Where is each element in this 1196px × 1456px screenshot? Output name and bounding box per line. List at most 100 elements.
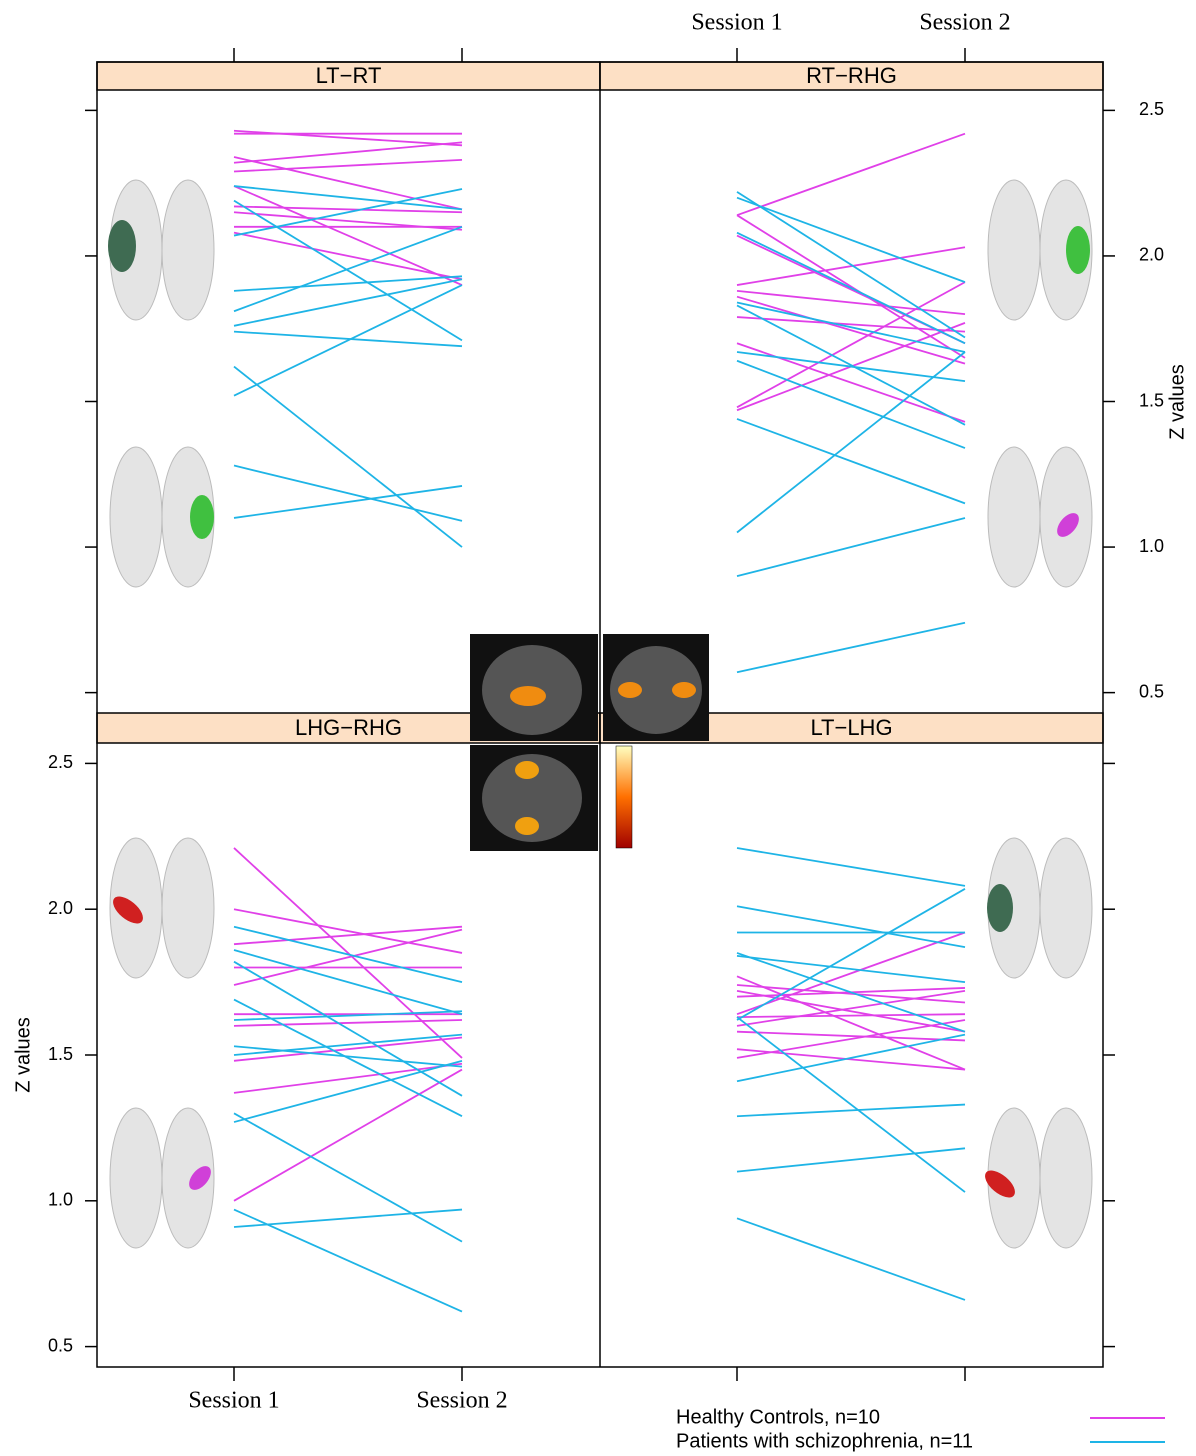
panel-title: LHG−RHG <box>295 715 402 740</box>
subject-line <box>736 301 966 353</box>
subject-line <box>233 158 463 173</box>
subject-line <box>736 975 966 1071</box>
subject-line <box>233 464 463 522</box>
subject-line <box>233 278 463 327</box>
subject-line <box>233 1019 463 1027</box>
subject-line <box>233 949 463 1016</box>
subject-line <box>233 960 463 1097</box>
subject-line <box>736 191 966 339</box>
brain <box>987 446 1093 588</box>
subject-line <box>736 246 966 286</box>
panel-title: RT−RHG <box>806 63 897 88</box>
subject-line <box>233 1045 463 1068</box>
subject-line <box>233 1036 463 1062</box>
subject-line <box>233 485 463 519</box>
y-tick-label: 1.0 <box>1139 536 1164 556</box>
brain <box>109 1107 215 1249</box>
y-tick-label: 2.5 <box>1139 99 1164 119</box>
subject-line <box>736 1013 966 1018</box>
legend-label: Patients with schizophrenia, n=11 <box>676 1430 973 1452</box>
subject-line <box>736 1217 966 1301</box>
y-tick-label: 1.5 <box>48 1044 73 1064</box>
subject-line <box>736 351 966 383</box>
y-tick-label: 0.5 <box>1139 681 1164 701</box>
y-tick-label: 2.0 <box>1139 245 1164 265</box>
subject-line <box>736 888 966 1021</box>
subject-line <box>233 284 463 397</box>
brain <box>987 179 1093 321</box>
y-tick-label: 1.0 <box>48 1190 73 1210</box>
subject-line <box>233 199 463 342</box>
subject-line <box>736 289 966 316</box>
subject-line <box>736 231 966 345</box>
subject-line <box>233 925 463 946</box>
subject-line <box>233 185 463 211</box>
brain <box>987 837 1093 979</box>
subject-line <box>736 952 966 1033</box>
y-tick-label: 2.5 <box>48 752 73 772</box>
subject-line <box>736 281 966 409</box>
subject-line <box>736 1103 966 1118</box>
x-tick-label: Session 1 <box>188 1388 279 1414</box>
subject-line <box>233 925 463 983</box>
subject-line <box>736 931 966 1016</box>
subject-line <box>736 359 966 449</box>
brain <box>109 446 215 588</box>
subject-line <box>233 365 463 548</box>
strip <box>599 61 1104 91</box>
y-tick-label: 2.0 <box>48 898 73 918</box>
subject-line <box>736 1030 966 1042</box>
subject-line <box>233 1112 463 1243</box>
subject-line <box>233 275 463 292</box>
mri-inset <box>470 634 709 851</box>
subject-line <box>736 351 966 534</box>
subject-line <box>736 316 966 333</box>
subject-line <box>736 954 966 983</box>
subject-line <box>736 132 966 217</box>
brain-renderings <box>108 179 1093 1249</box>
subject-line <box>233 330 463 348</box>
subject-line <box>233 1068 463 1202</box>
subject-line <box>736 984 966 1004</box>
subject-line <box>736 1048 966 1071</box>
subject-line <box>233 188 463 237</box>
subject-line <box>233 1059 463 1123</box>
x-tick-label: Session 1 <box>691 10 782 36</box>
subject-line <box>736 847 966 887</box>
y-axis-label: Z values <box>12 1017 34 1093</box>
y-tick-label: 0.5 <box>48 1335 73 1355</box>
strip <box>96 61 601 91</box>
subject-line <box>233 156 463 211</box>
subject-line <box>233 847 463 1059</box>
subject-line <box>736 214 966 359</box>
x-tick-label: Session 2 <box>919 10 1010 36</box>
brain <box>985 1107 1093 1249</box>
subject-line <box>736 196 966 283</box>
subject-line <box>736 989 966 1027</box>
subject-line <box>736 1019 966 1059</box>
subject-line <box>233 225 463 313</box>
subject-line <box>233 1208 463 1228</box>
subject-line <box>233 928 463 986</box>
subject-line <box>233 185 463 286</box>
subject-line <box>233 908 463 954</box>
subject-line <box>736 304 966 426</box>
subject-line <box>736 905 966 948</box>
subject-line <box>736 418 966 505</box>
subject-line <box>736 295 966 365</box>
subject-line <box>233 205 463 214</box>
subject-line <box>233 1033 463 1056</box>
subject-line <box>736 517 966 578</box>
legend-label: Healthy Controls, n=10 <box>676 1406 880 1428</box>
panel-title: LT−LHG <box>810 715 892 740</box>
subject-line <box>233 1062 463 1094</box>
y-tick-label: 1.5 <box>1139 390 1164 410</box>
subject-line <box>233 141 463 164</box>
subject-line <box>233 1010 463 1021</box>
brain <box>108 179 215 321</box>
panel-title: LT−RT <box>316 63 382 88</box>
subject-line <box>233 1208 463 1313</box>
x-tick-label: Session 2 <box>416 1388 507 1414</box>
